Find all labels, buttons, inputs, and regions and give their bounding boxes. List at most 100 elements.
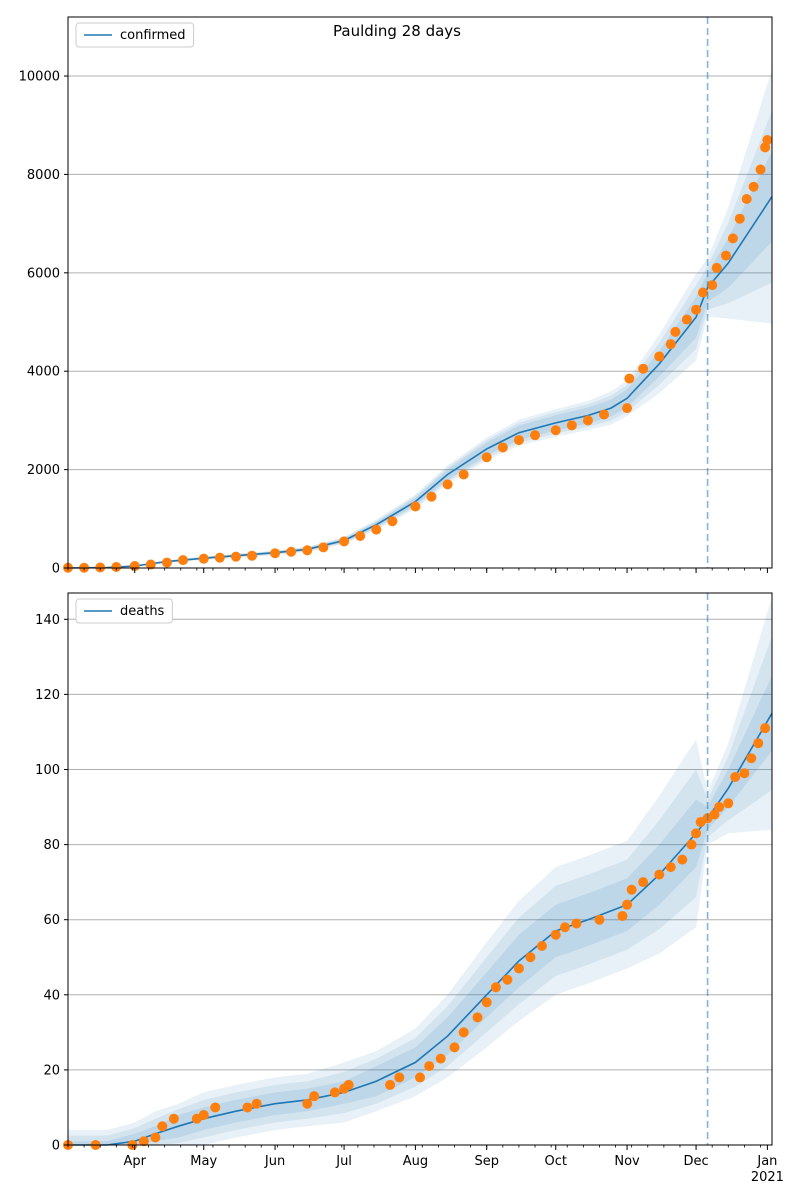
observed-point xyxy=(571,918,582,929)
observed-point xyxy=(214,552,225,563)
observed-point xyxy=(161,557,172,568)
x-tick-label: Apr xyxy=(123,1154,146,1169)
observed-point xyxy=(638,877,649,888)
deaths-legend: deaths xyxy=(75,598,173,624)
observed-point xyxy=(355,531,366,542)
observed-point xyxy=(385,1079,396,1090)
observed-point xyxy=(594,914,605,925)
observed-point xyxy=(329,1087,340,1098)
observed-point xyxy=(626,884,637,895)
observed-point xyxy=(622,403,633,414)
observed-point xyxy=(622,899,633,910)
observed-point xyxy=(394,1072,405,1083)
deaths-gridlines xyxy=(68,618,772,1071)
observed-point xyxy=(709,809,720,820)
observed-point xyxy=(424,1061,435,1072)
observed-point xyxy=(472,1012,483,1023)
x-tick-label: Dec xyxy=(684,1154,709,1169)
observed-point xyxy=(550,929,561,940)
observed-point xyxy=(387,516,398,527)
x-tick-label: Nov xyxy=(614,1154,640,1169)
deaths-observed-points xyxy=(63,723,771,1150)
observed-point xyxy=(309,1091,320,1102)
deaths-x-axis: Apr May Jun Jul Aug Sep Oct Nov Dec Jan xyxy=(67,1145,777,1169)
observed-point xyxy=(426,491,437,502)
confirmed-plot-frame xyxy=(67,16,773,569)
observed-point xyxy=(230,551,241,562)
observed-point xyxy=(513,435,524,446)
deaths-plot-frame xyxy=(67,592,773,1146)
observed-point xyxy=(343,1079,354,1090)
observed-point xyxy=(458,1027,469,1038)
observed-point xyxy=(481,997,492,1008)
y-tick-label: 40 xyxy=(43,988,60,1003)
observed-point xyxy=(720,250,731,261)
observed-point xyxy=(339,536,350,547)
observed-point xyxy=(681,314,692,325)
observed-point xyxy=(138,1136,149,1147)
y-tick-label: 0 xyxy=(52,1139,60,1154)
y-tick-label: 140 xyxy=(35,613,60,628)
observed-point xyxy=(168,1113,179,1124)
observed-point xyxy=(691,828,702,839)
observed-point xyxy=(270,548,281,559)
deaths-legend-label: deaths xyxy=(120,604,165,619)
x-tick-label: May xyxy=(190,1154,217,1169)
observed-point xyxy=(198,553,209,564)
observed-point xyxy=(654,351,665,362)
y-tick-label: 6000 xyxy=(27,266,60,281)
figure-title: Paulding 28 days xyxy=(333,22,461,40)
observed-point xyxy=(654,869,665,880)
y-tick-label: 100 xyxy=(35,763,60,778)
confirmed-panel: 0 2000 4000 6000 8000 10000 confirmed Pauldin… xyxy=(19,16,773,577)
observed-point xyxy=(449,1042,460,1053)
observed-point xyxy=(198,1109,209,1120)
observed-point xyxy=(691,304,702,315)
observed-point xyxy=(734,213,745,224)
y-tick-label: 0 xyxy=(52,562,60,577)
inner-band xyxy=(68,675,772,1145)
y-tick-label: 120 xyxy=(35,688,60,703)
deaths-model-line xyxy=(68,712,773,1146)
confirmed-gridlines xyxy=(68,75,772,471)
observed-point xyxy=(210,1102,221,1113)
x-tick-label: Oct xyxy=(544,1154,566,1169)
deaths-legend-box xyxy=(75,598,173,624)
observed-point xyxy=(723,798,734,809)
x-tick-label: Jan xyxy=(756,1154,777,1169)
confirmed-uncertainty-bands xyxy=(68,69,772,568)
observed-point xyxy=(677,854,688,865)
observed-point xyxy=(302,1098,313,1109)
observed-point xyxy=(624,373,635,384)
observed-point xyxy=(746,753,757,764)
observed-point xyxy=(665,862,676,873)
observed-point xyxy=(242,1102,253,1113)
observed-point xyxy=(481,452,492,463)
observed-point xyxy=(502,974,513,985)
observed-point xyxy=(318,542,329,553)
observed-point xyxy=(714,802,725,813)
observed-point xyxy=(697,287,708,298)
deaths-uncertainty-bands xyxy=(68,596,772,1145)
observed-point xyxy=(247,550,258,561)
observed-point xyxy=(670,326,681,337)
observed-point xyxy=(739,768,750,779)
observed-point xyxy=(525,952,536,963)
observed-point xyxy=(251,1098,262,1109)
observed-point xyxy=(513,963,524,974)
observed-point xyxy=(599,409,610,420)
observed-point xyxy=(762,134,773,145)
observed-point xyxy=(410,501,421,512)
deaths-y-axis: 0 20 40 60 80 100 120 140 xyxy=(35,613,68,1154)
x-tick-label: Sep xyxy=(474,1154,499,1169)
y-tick-label: 4000 xyxy=(27,365,60,380)
observed-point xyxy=(665,339,676,350)
observed-point xyxy=(442,479,453,490)
observed-point xyxy=(617,910,628,921)
observed-point xyxy=(536,940,547,951)
observed-point xyxy=(490,982,501,993)
observed-point xyxy=(111,562,122,573)
observed-point xyxy=(755,164,766,175)
observed-point xyxy=(748,181,759,192)
observed-point xyxy=(150,1132,161,1143)
